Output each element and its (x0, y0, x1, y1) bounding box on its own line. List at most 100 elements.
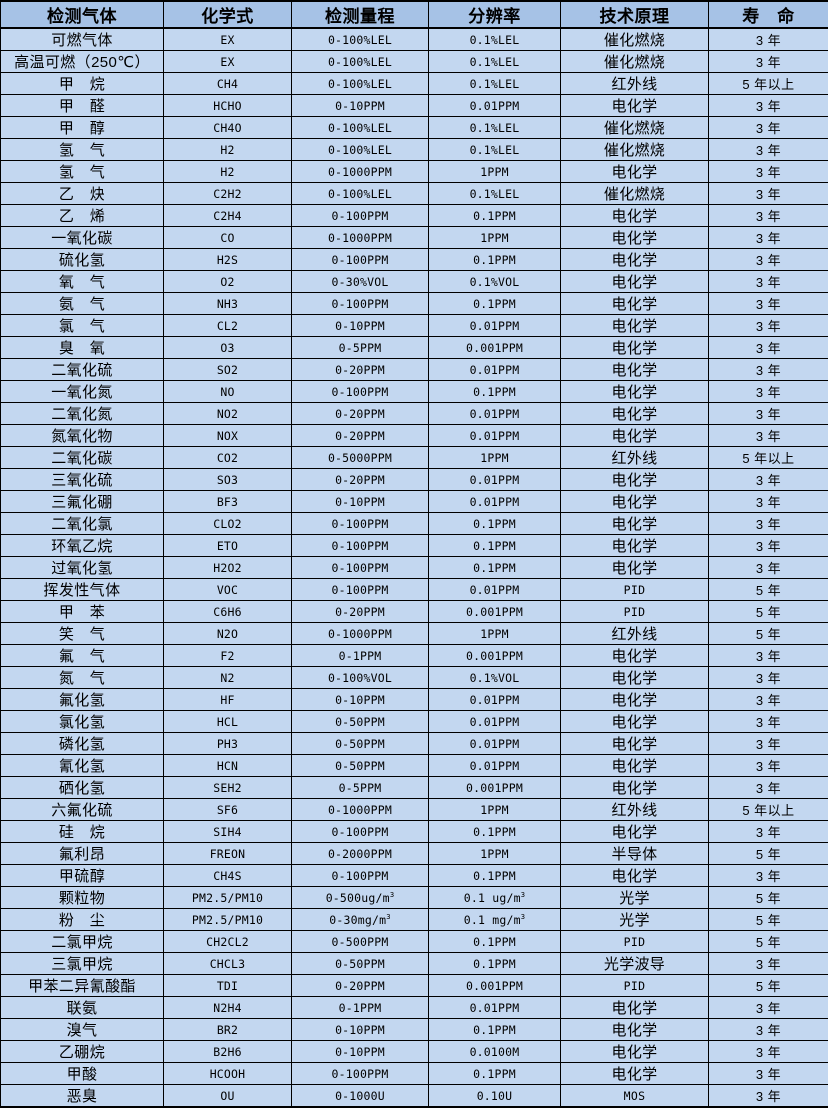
cell-gas-name: 氧 气 (1, 271, 164, 293)
cell-gas-name: 甲 醇 (1, 117, 164, 139)
cell-chemical-formula: SO2 (164, 359, 292, 381)
cell-lifespan: 5 年 (709, 887, 828, 909)
cell-lifespan: 5 年 (709, 909, 828, 931)
cell-gas-name: 三氯甲烷 (1, 953, 164, 975)
cell-gas-name: 氟 气 (1, 645, 164, 667)
cell-gas-name: 磷化氢 (1, 733, 164, 755)
cell-detection-range: 0-2000PPM (292, 843, 429, 865)
cell-resolution: 0.001PPM (429, 777, 561, 799)
cell-lifespan: 3 年 (709, 95, 828, 117)
cell-detection-range: 0-100PPM (292, 205, 429, 227)
cell-lifespan: 5 年 (709, 843, 828, 865)
cell-chemical-formula: BF3 (164, 491, 292, 513)
cell-detection-range: 0-100PPM (292, 579, 429, 601)
cell-resolution: 0.01PPM (429, 579, 561, 601)
cell-technology: 电化学 (561, 271, 709, 293)
column-header-lifespan: 寿 命 (709, 1, 828, 28)
cell-resolution: 0.01PPM (429, 359, 561, 381)
cell-detection-range: 0-1000PPM (292, 161, 429, 183)
cell-lifespan: 3 年 (709, 161, 828, 183)
cell-detection-range: 0-10PPM (292, 689, 429, 711)
cell-detection-range: 0-20PPM (292, 975, 429, 997)
cell-technology: 电化学 (561, 557, 709, 579)
cell-gas-name: 甲 苯 (1, 601, 164, 623)
cell-technology: 红外线 (561, 447, 709, 469)
cell-detection-range: 0-100PPM (292, 249, 429, 271)
cell-lifespan: 3 年 (709, 271, 828, 293)
cell-resolution: 0.1%LEL (429, 28, 561, 51)
cell-detection-range: 0-100PPM (292, 381, 429, 403)
cell-lifespan: 3 年 (709, 403, 828, 425)
cell-chemical-formula: CH4 (164, 73, 292, 95)
cell-lifespan: 3 年 (709, 513, 828, 535)
cell-technology: 电化学 (561, 755, 709, 777)
cell-resolution: 0.001PPM (429, 601, 561, 623)
cell-chemical-formula: NH3 (164, 293, 292, 315)
cell-resolution: 0.01PPM (429, 95, 561, 117)
cell-detection-range: 0-10PPM (292, 1019, 429, 1041)
cell-gas-name: 二氧化氮 (1, 403, 164, 425)
cell-lifespan: 3 年 (709, 381, 828, 403)
cell-detection-range: 0-1PPM (292, 645, 429, 667)
cell-technology: 电化学 (561, 337, 709, 359)
cell-lifespan: 3 年 (709, 1085, 828, 1108)
cell-gas-name: 硅 烷 (1, 821, 164, 843)
cell-technology: 电化学 (561, 469, 709, 491)
column-header-gas: 检测气体 (1, 1, 164, 28)
cell-detection-range: 0-1PPM (292, 997, 429, 1019)
cell-detection-range: 0-50PPM (292, 755, 429, 777)
cell-detection-range: 0-20PPM (292, 469, 429, 491)
cell-technology: 催化燃烧 (561, 28, 709, 51)
cell-resolution: 0.01PPM (429, 425, 561, 447)
cell-detection-range: 0-5PPM (292, 777, 429, 799)
cell-chemical-formula: N2H4 (164, 997, 292, 1019)
cell-resolution: 1PPM (429, 447, 561, 469)
cell-lifespan: 3 年 (709, 249, 828, 271)
cell-resolution: 0.1PPM (429, 865, 561, 887)
cell-resolution: 0.01PPM (429, 315, 561, 337)
cell-lifespan: 3 年 (709, 293, 828, 315)
cell-lifespan: 3 年 (709, 645, 828, 667)
cell-resolution: 0.01PPM (429, 997, 561, 1019)
column-header-resolution: 分辨率 (429, 1, 561, 28)
cell-gas-name: 三氟化硼 (1, 491, 164, 513)
cell-gas-name: 氟利昂 (1, 843, 164, 865)
cell-lifespan: 5 年以上 (709, 799, 828, 821)
cell-lifespan: 3 年 (709, 733, 828, 755)
cell-chemical-formula: NOX (164, 425, 292, 447)
cell-chemical-formula: EX (164, 28, 292, 51)
cell-technology: 红外线 (561, 73, 709, 95)
cell-chemical-formula: H2 (164, 161, 292, 183)
cell-gas-name: 二氯甲烷 (1, 931, 164, 953)
cell-technology: PID (561, 579, 709, 601)
cell-detection-range: 0-50PPM (292, 953, 429, 975)
cell-chemical-formula: O2 (164, 271, 292, 293)
cell-gas-name: 二氧化氯 (1, 513, 164, 535)
cell-chemical-formula: VOC (164, 579, 292, 601)
cell-lifespan: 3 年 (709, 557, 828, 579)
cell-resolution: 0.001PPM (429, 975, 561, 997)
cell-lifespan: 3 年 (709, 1041, 828, 1063)
cell-chemical-formula: HCN (164, 755, 292, 777)
cell-chemical-formula: C6H6 (164, 601, 292, 623)
cell-resolution: 0.01PPM (429, 469, 561, 491)
cell-resolution: 0.1PPM (429, 1019, 561, 1041)
cell-gas-name: 乙硼烷 (1, 1041, 164, 1063)
